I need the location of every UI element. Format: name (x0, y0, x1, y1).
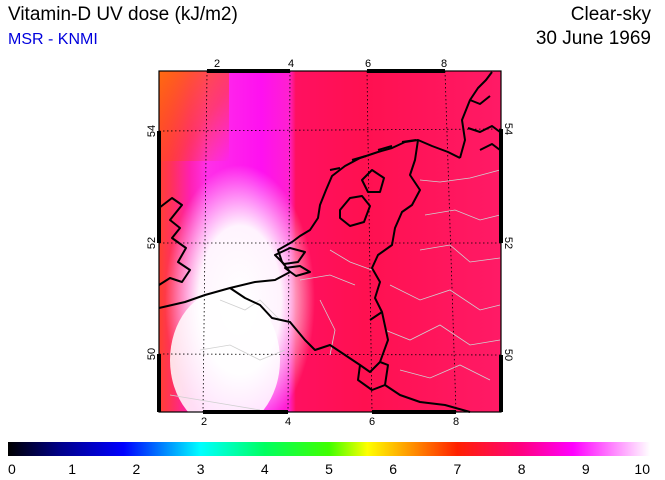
frame-ticks (157, 69, 503, 414)
lon-tick-top: 6 (365, 58, 371, 70)
map-title: Vitamin-D UV dose (kJ/m2) (8, 4, 238, 25)
lon-tick-bottom: 8 (453, 416, 459, 428)
map-date: 30 June 1969 (535, 28, 651, 49)
colorbar (8, 442, 650, 456)
lon-tick-top: 8 (441, 58, 447, 70)
colorbar-tick-label: 8 (518, 461, 526, 477)
colorbar-tick-label: 10 (634, 461, 650, 477)
lon-tick-top: 4 (288, 58, 294, 70)
colorbar-tick-label: 5 (325, 461, 333, 477)
lon-tick-bottom: 4 (285, 416, 291, 428)
lat-tick-left: 50 (146, 348, 158, 360)
colorbar-tick-label: 6 (389, 461, 397, 477)
lat-tick-left: 54 (146, 125, 158, 137)
sky-condition: Clear-sky (570, 4, 651, 25)
colorbar-tick-label: 3 (197, 461, 205, 477)
lat-tick-right: 54 (502, 123, 514, 135)
lon-tick-top: 2 (214, 58, 220, 70)
colorbar-tick-label: 0 (8, 461, 16, 477)
source-label: MSR - KNMI (8, 31, 98, 48)
lon-tick-bottom: 6 (369, 416, 375, 428)
coastlines (158, 71, 501, 413)
lon-tick-bottom: 2 (201, 416, 207, 428)
uv-field (159, 71, 501, 412)
lat-tick-right: 52 (502, 237, 514, 249)
colorbar-tick-label: 4 (261, 461, 269, 477)
lat-tick-right: 50 (502, 349, 514, 361)
inner-borders (169, 169, 501, 411)
colorbar-tick-label: 1 (68, 461, 76, 477)
colorbar-tick-label: 7 (454, 461, 462, 477)
graticule (158, 70, 502, 413)
colorbar-tick-label: 2 (133, 461, 141, 477)
colorbar-labels: 0 1 2 3 4 5 6 7 8 9 10 (8, 461, 650, 477)
colorbar-tick-label: 9 (582, 461, 590, 477)
lat-tick-left: 52 (146, 237, 158, 249)
